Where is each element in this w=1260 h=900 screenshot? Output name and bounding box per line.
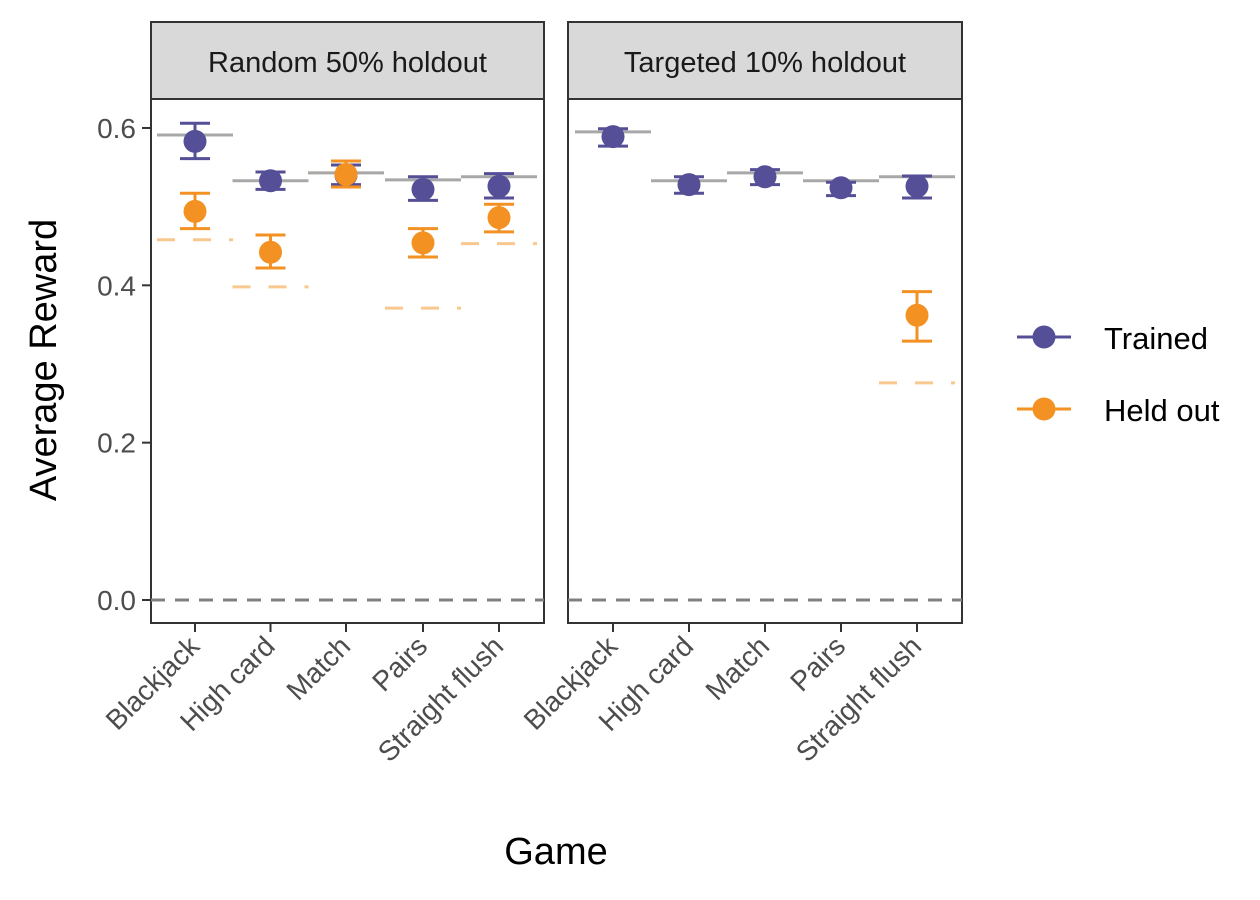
x-tick-label: Match: [699, 630, 775, 706]
trained-point: [411, 177, 435, 201]
y-tick-label: 0.2: [97, 428, 136, 459]
trained-point: [829, 176, 853, 200]
legend-key-held-out-point: [1032, 397, 1056, 421]
x-axis-title: Game: [504, 831, 607, 873]
trained-point: [753, 165, 777, 189]
y-axis-title: Average Reward: [23, 219, 65, 501]
held-out-point: [905, 303, 929, 327]
x-tick-label: Pairs: [784, 630, 851, 697]
panel-2-title: Targeted 10% holdout: [624, 47, 906, 79]
trained-point: [183, 129, 207, 153]
panel-1-title: Random 50% holdout: [208, 47, 487, 79]
trained-point: [487, 174, 511, 198]
trained-point: [601, 125, 625, 149]
held-out-point: [487, 206, 511, 230]
trained-point: [677, 173, 701, 197]
panel-1-strip: [150, 21, 545, 100]
x-tick-label: Match: [280, 630, 356, 706]
y-tick-label: 0.4: [97, 270, 136, 301]
y-tick-label: 0.6: [97, 113, 136, 144]
held-out-point: [411, 231, 435, 255]
legend-label-trained: Trained: [1104, 321, 1208, 356]
held-out-point: [259, 240, 282, 264]
legend-key-trained-point: [1032, 325, 1056, 349]
legend-label-held-out: Held out: [1104, 393, 1220, 428]
trained-point: [259, 169, 282, 193]
trained-point: [905, 174, 929, 198]
x-tick-label: Pairs: [366, 630, 433, 697]
y-tick-label: 0.0: [97, 585, 136, 616]
held-out-point: [334, 162, 358, 186]
panel-2-strip: [567, 21, 963, 100]
held-out-point: [183, 199, 207, 223]
